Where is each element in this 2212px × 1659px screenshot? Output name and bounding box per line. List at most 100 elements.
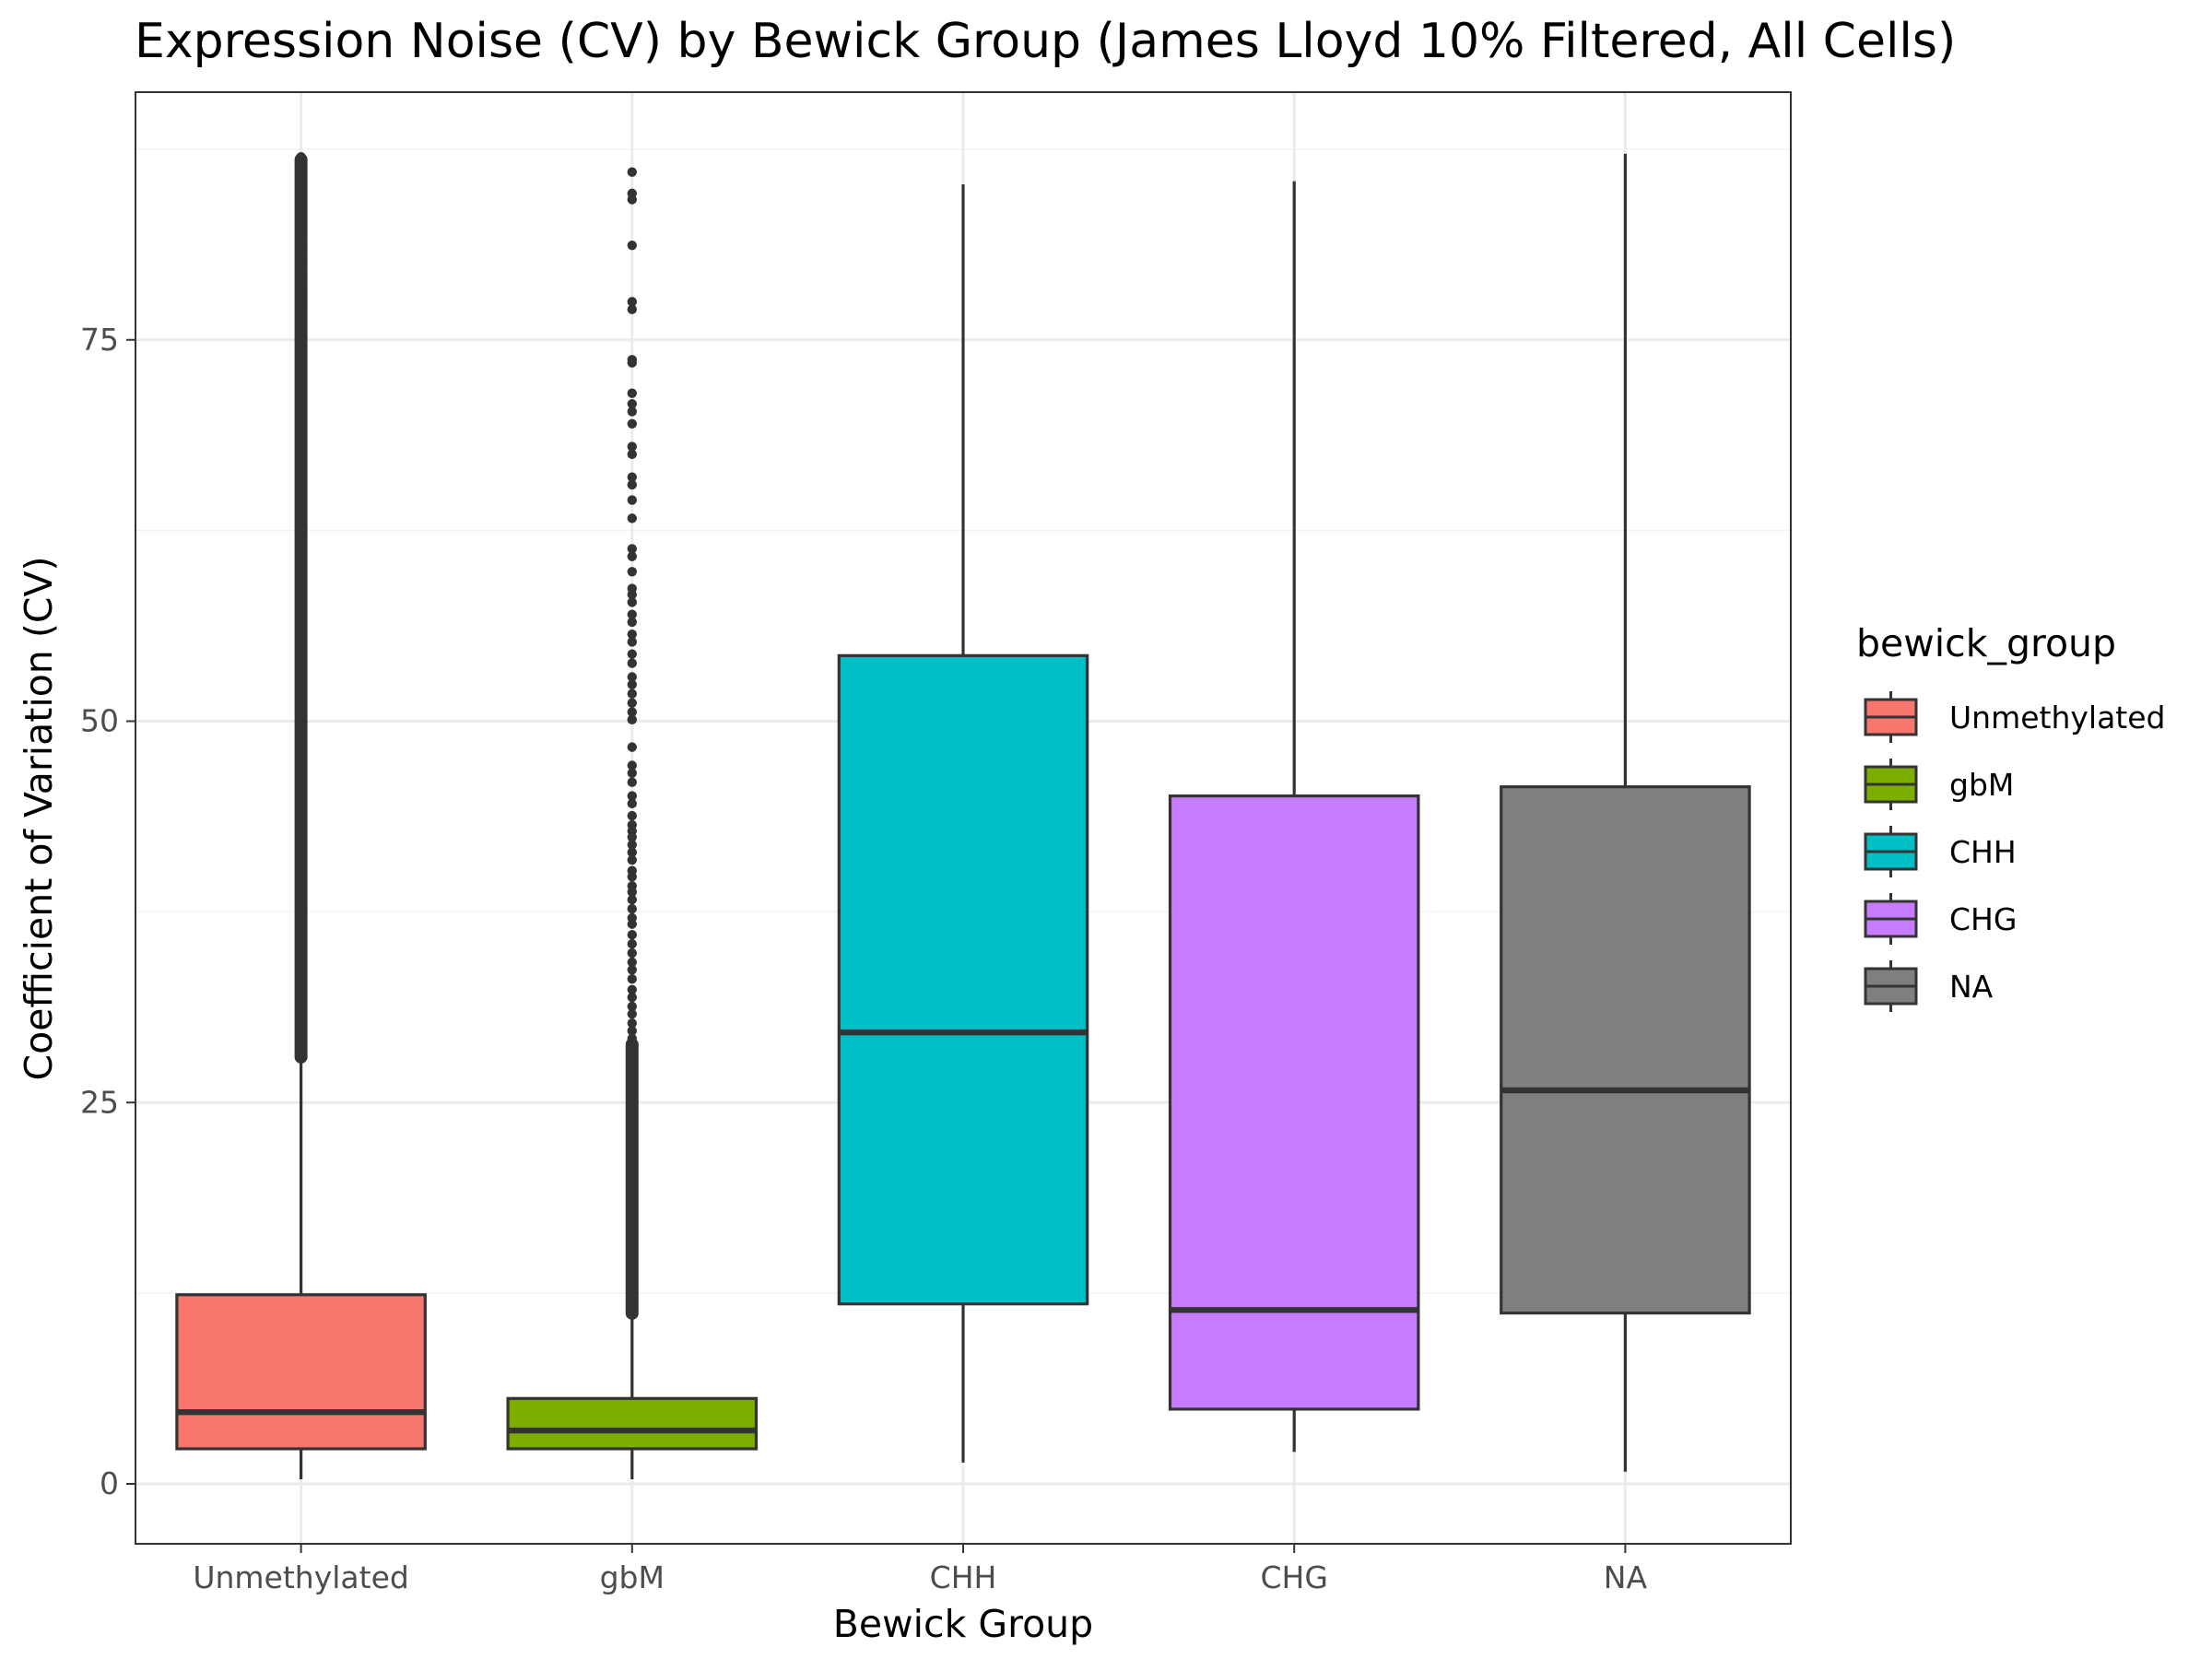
- outlier-point: [627, 672, 637, 682]
- outlier-point: [627, 798, 637, 809]
- outlier-point: [627, 984, 637, 994]
- outlier-point: [627, 887, 637, 898]
- legend-label: Unmethylated: [1949, 700, 2165, 735]
- legend-item-na: NA: [1864, 960, 1994, 1012]
- outlier-point: [296, 182, 306, 193]
- legend-item-chg: CHG: [1864, 893, 2017, 945]
- outlier-point: [296, 335, 306, 345]
- outlier-point: [627, 513, 637, 524]
- outlier-point: [627, 649, 637, 659]
- outlier-point: [627, 872, 637, 882]
- outlier-point: [627, 589, 637, 600]
- outlier-point: [627, 479, 637, 490]
- legend: bewick_group Unmethylated gbM CHH CHG NA: [1856, 621, 2165, 1012]
- box-iqr: [837, 653, 1089, 1306]
- x-axis-title: Bewick Group: [833, 1602, 1093, 1646]
- outlier-point: [296, 274, 306, 284]
- x-tick-label-na: NA: [1604, 1559, 1648, 1595]
- outlier-point: [627, 418, 637, 429]
- outlier-point: [627, 854, 637, 865]
- outlier-point: [627, 658, 637, 668]
- outlier-point: [627, 930, 637, 940]
- outlier-point: [627, 1033, 637, 1043]
- outlier-point: [627, 297, 637, 307]
- outlier-point: [627, 938, 637, 949]
- outlier-point: [627, 399, 637, 409]
- outlier-point: [627, 832, 637, 842]
- outlier-point: [627, 495, 637, 505]
- outlier-point: [627, 609, 637, 619]
- outlier-point: [296, 304, 306, 314]
- outlier-point: [296, 243, 306, 253]
- legend-item-chh: CHH: [1864, 826, 2017, 877]
- outlier-point: [627, 167, 637, 177]
- outlier-point: [296, 167, 306, 177]
- outlier-point: [627, 629, 637, 640]
- x-tick-label-gbm: gbM: [600, 1559, 665, 1595]
- outlier-point: [627, 688, 637, 699]
- outlier-point: [296, 197, 306, 207]
- outlier-point: [627, 992, 637, 1003]
- outlier-point: [627, 551, 637, 561]
- outlier-point: [296, 288, 306, 300]
- outlier-point: [627, 544, 637, 554]
- outlier-point: [627, 1001, 637, 1012]
- outlier-point: [627, 957, 637, 968]
- outlier-dense-band: [294, 153, 308, 1064]
- outlier-point: [627, 637, 637, 647]
- outlier-point: [627, 679, 637, 689]
- outlier-point: [296, 151, 306, 162]
- outlier-point: [627, 617, 637, 628]
- outlier-point: [627, 240, 637, 251]
- legend-label: gbM: [1949, 767, 2014, 803]
- outlier-point: [627, 847, 637, 858]
- outlier-point: [627, 947, 637, 959]
- outlier-point: [627, 742, 637, 752]
- legend-item-unmethylated: Unmethylated: [1864, 691, 2165, 743]
- outlier-point: [627, 388, 637, 398]
- outlier-point: [627, 567, 637, 577]
- outlier-point: [296, 228, 306, 239]
- outlier-point: [627, 358, 637, 368]
- box-gbm: [506, 167, 759, 1480]
- outlier-point: [627, 304, 637, 314]
- outlier-point: [627, 973, 637, 984]
- box-iqr: [175, 1293, 427, 1451]
- outlier-point: [627, 449, 637, 460]
- x-tick-label-unmethylated: Unmethylated: [193, 1559, 408, 1595]
- outlier-point: [627, 707, 637, 717]
- outlier-point: [627, 714, 637, 725]
- outlier-point: [627, 406, 637, 417]
- outlier-point: [627, 1009, 637, 1019]
- y-tick-label: 0: [100, 1465, 119, 1501]
- outlier-dense-band: [625, 1038, 639, 1320]
- y-tick-label: 50: [80, 703, 119, 739]
- outlier-point: [627, 919, 637, 929]
- outlier-point: [627, 194, 637, 205]
- outlier-point: [296, 159, 306, 170]
- box-layer: [175, 151, 1751, 1480]
- outlier-point: [627, 810, 637, 821]
- legend-label: CHG: [1949, 901, 2017, 937]
- x-tick-label-chg: CHG: [1260, 1559, 1327, 1595]
- legend-item-gbm: gbM: [1864, 759, 2014, 810]
- y-tick-label: 25: [80, 1084, 119, 1120]
- outlier-point: [627, 768, 637, 778]
- outlier-point: [296, 258, 306, 269]
- y-axis-title: Coefficient of Variation (CV): [17, 557, 61, 1081]
- x-tick-label-chh: CHH: [930, 1559, 997, 1595]
- x-axis: Unmethylated gbM CHH CHG NA: [193, 1544, 1647, 1595]
- box-chg: [1168, 181, 1420, 1453]
- outlier-point: [627, 472, 637, 482]
- y-axis: 0 25 50 75: [80, 322, 135, 1501]
- outlier-point: [296, 213, 306, 223]
- legend-title: bewick_group: [1856, 621, 2116, 665]
- outlier-point: [627, 441, 637, 452]
- outlier-point: [296, 174, 306, 185]
- outlier-point: [296, 205, 306, 216]
- legend-label: NA: [1949, 969, 1994, 1005]
- box-iqr: [1500, 785, 1751, 1315]
- outlier-point: [627, 760, 637, 771]
- box-iqr: [506, 1396, 759, 1451]
